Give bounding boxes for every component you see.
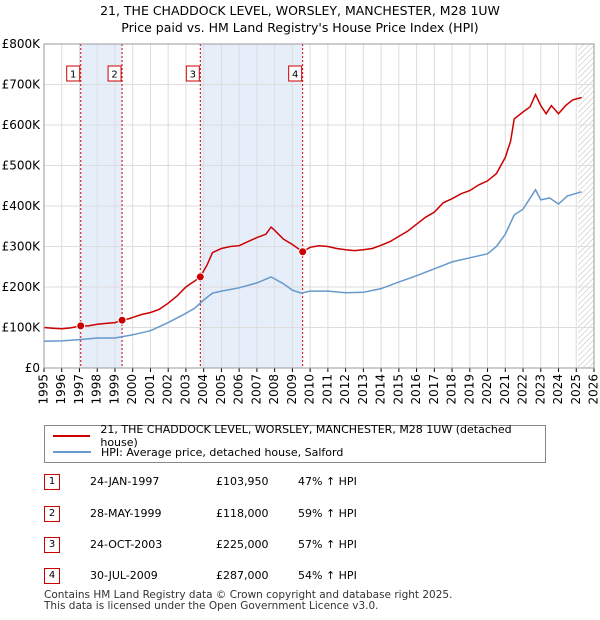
table-row: 1 24-JAN-1997 £103,950 47% ↑ HPI [44,474,444,490]
sale-hpi-change: 59% ↑ HPI [298,507,357,520]
x-tick-label: 2001 [143,374,157,405]
series-line [43,188,582,343]
y-tick-label: £500K [2,159,42,173]
sale-date: 30-JUL-2009 [90,569,158,582]
x-tick-label: 2011 [320,374,334,405]
x-tick-label: 1997 [72,374,86,405]
x-tick-label: 2017 [427,374,441,405]
x-tick-label: 2003 [178,374,192,405]
x-tick-label: 2018 [445,374,459,405]
sale-price: £118,000 [216,507,269,520]
sale-date: 28-MAY-1999 [90,507,162,520]
y-tick-label: £700K [2,78,42,92]
y-tick-label: £300K [2,240,42,254]
sale-label-box [288,65,303,82]
x-tick-label: 2008 [267,374,281,405]
legend-label-property: 21, THE CHADDOCK LEVEL, WORSLEY, MANCHES… [100,423,512,449]
footer-license: This data is licensed under the Open Gov… [44,600,379,612]
legend: 21, THE CHADDOCK LEVEL, WORSLEY, MANCHES… [44,423,546,463]
x-tick-label: 2013 [356,374,370,405]
table-row: 3 24-OCT-2003 £225,000 57% ↑ HPI [44,537,444,553]
y-tick-label: £0 [25,361,40,375]
sale-label-text: 1 [70,70,76,81]
sale-label-text: 4 [292,70,298,81]
sale-number-badge: 4 [44,568,60,584]
x-tick-label: 1996 [54,374,68,405]
chart-title: 21, THE CHADDOCK LEVEL, WORSLEY, MANCHES… [0,2,600,36]
sale-number-badge: 1 [44,474,60,490]
chart-subtitle: Price paid vs. HM Land Registry's House … [121,20,479,35]
x-tick-label: 2015 [391,374,405,405]
footer: Contains HM Land Registry data © Crown c… [44,590,452,612]
x-tick-label: 2020 [480,374,494,405]
x-tick-label: 2010 [303,374,317,405]
sale-number-badge: 3 [44,537,60,553]
sale-point [298,247,308,257]
chart-title-line: 21, THE CHADDOCK LEVEL, WORSLEY, MANCHES… [100,3,500,18]
series-line [43,92,582,330]
y-tick-label: £800K [2,37,42,51]
x-tick-label: 1998 [90,374,104,405]
y-tick-label: £400K [2,199,42,213]
y-tick-label: £100K [2,321,42,335]
x-tick-label: 2021 [498,374,512,405]
plot-border [43,43,595,369]
x-tick-label: 1995 [37,374,51,405]
x-tick-label: 2005 [214,374,228,405]
x-tick-label: 1999 [107,374,121,405]
x-tick-label: 2006 [232,374,246,405]
y-tick-label: £200K [2,280,42,294]
y-tick-label: £600K [2,118,42,132]
x-tick-label: 2007 [249,374,263,405]
legend-item-hpi: HPI: Average price, detached house, Salf… [53,445,343,459]
x-tick-label: 2024 [551,374,565,405]
sale-point [117,315,127,325]
sale-label-box [66,65,81,82]
x-tick-label: 2022 [516,374,530,405]
sale-date: 24-JAN-1997 [90,475,160,488]
sale-point [76,321,86,331]
sale-date: 24-OCT-2003 [90,538,163,551]
x-tick-label: 2026 [587,374,600,405]
sale-hpi-change: 47% ↑ HPI [298,475,357,488]
legend-label-hpi: HPI: Average price, detached house, Salf… [101,445,344,459]
legend-item-property: 21, THE CHADDOCK LEVEL, WORSLEY, MANCHES… [53,423,545,449]
sale-point [195,272,205,282]
sale-label-box [107,65,122,82]
x-tick-label: 2000 [125,374,139,405]
table-row: 2 28-MAY-1999 £118,000 59% ↑ HPI [44,506,444,522]
x-tick-label: 2023 [533,374,547,405]
legend-swatch-hpi [53,451,91,453]
x-tick-label: 2025 [569,374,583,405]
x-tick-label: 2012 [338,374,352,405]
footer-copyright: Contains HM Land Registry data © Crown c… [44,589,453,601]
legend-swatch-property [53,435,91,437]
x-tick-label: 2019 [462,374,476,405]
x-tick-label: 2016 [409,374,423,405]
sale-label-text: 3 [190,70,196,81]
sale-label-text: 2 [111,70,117,81]
price-chart: 1 2 3 4 £0 £100K £200K £300K £400K £500K £600K £700… [2,37,600,405]
x-tick-label: 2002 [161,374,175,405]
sale-number-badge: 2 [44,506,60,522]
sale-label-box [185,65,200,82]
table-row: 4 30-JUL-2009 £287,000 54% ↑ HPI [44,568,444,584]
sale-price: £287,000 [216,569,269,582]
sale-hpi-change: 57% ↑ HPI [298,538,357,551]
sale-price: £225,000 [216,538,269,551]
x-tick-label: 2004 [196,374,210,405]
sale-price: £103,950 [216,475,269,488]
x-tick-label: 2014 [374,374,388,405]
x-tick-label: 2009 [285,374,299,405]
sale-hpi-change: 54% ↑ HPI [298,569,357,582]
